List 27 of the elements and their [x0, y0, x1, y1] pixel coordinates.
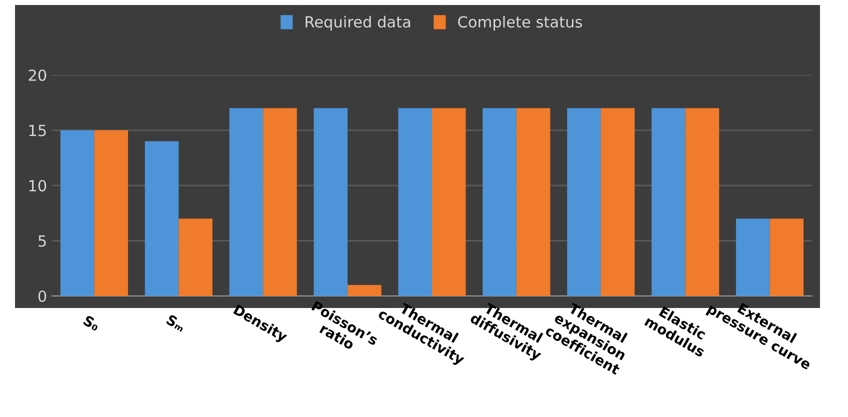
- legend-label: Required data: [306, 16, 410, 31]
- bar: [60, 130, 94, 296]
- bar: [398, 108, 432, 296]
- bar: [516, 108, 550, 296]
- bar: [348, 284, 382, 296]
- y-tick-label: 15: [29, 124, 46, 136]
- bar: [178, 218, 212, 296]
- y-tick-label: 5: [38, 235, 46, 247]
- bar: [94, 130, 128, 296]
- bar: [432, 108, 466, 296]
- bar: [685, 108, 720, 296]
- y-tick-label: 0: [38, 290, 46, 302]
- bar: [652, 108, 686, 296]
- bar: [229, 108, 264, 296]
- y-tick-label: 20: [28, 69, 46, 82]
- bar: [736, 218, 770, 296]
- bar: [600, 108, 635, 296]
- bar: [144, 141, 179, 296]
- y-tick-label: 10: [29, 180, 46, 192]
- legend-label: Complete status: [458, 16, 582, 31]
- bar: [263, 108, 297, 296]
- bar: [770, 218, 804, 296]
- bar: [314, 108, 348, 296]
- x-tick-label: Sₘ: [166, 314, 186, 332]
- bar: [567, 108, 601, 296]
- x-tick-label: S₀: [82, 314, 101, 332]
- bar: [482, 108, 516, 296]
